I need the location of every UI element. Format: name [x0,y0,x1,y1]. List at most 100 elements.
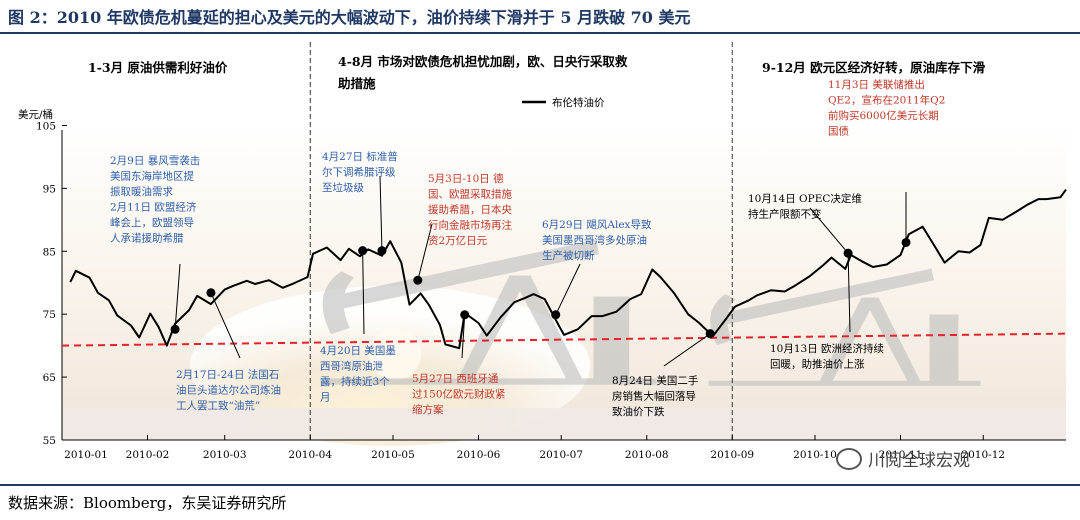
bg-pumpjack-1-base [320,378,657,385]
annotation-8-line-1: 8月24日 美国二手 [612,374,698,387]
legend-label: 布伦特油价 [552,96,605,109]
bg-sun [369,328,421,380]
annotation-pointer-8 [663,333,711,367]
annotation-pointers [174,175,907,367]
series-brent [69,189,1067,350]
event-marker-1 [170,324,180,334]
x-tick-label-2010-06: 2010-06 [457,449,501,461]
annotation-pointer-6 [461,314,466,359]
event-marker-7 [551,310,561,320]
annotation-9-line-1: 11月3日 美联储推出 [828,78,925,91]
bg-pumpjack-1-tower [457,275,583,381]
bg-pumpjack-1 [320,239,657,385]
annotation-1-line-5: 峰会上，欧盟领导 [110,216,194,229]
annotation-3-line-1: 4月27日 标准普 [322,150,398,163]
annotation-7-line-2: 美国墨西哥湾多处原油 [542,234,647,247]
annotation-1-line-1: 2月9日 暴风雪袭击 [110,155,200,167]
series-line-0 [69,189,1067,350]
bottom-rule [0,484,1080,486]
bg-pumpjack-1-counterweight [593,296,630,381]
phase-dividers [309,42,733,440]
annotation-pointer-7 [555,263,581,316]
event-marker-9 [843,248,853,258]
annotation-2-line-2: 油巨头道达尔公司炼油 [176,384,281,397]
annotation-6-line-3: 缩方案 [412,403,444,416]
annotation-5-line-4: 行向金融市场再注 [428,219,512,232]
annotation-1: 2月9日 暴风雪袭击美国东海岸地区提振取暖油需求 2月11日 欧盟经济峰会上，欧盟… [110,155,200,245]
x-tick-label-2010-03: 2010-03 [203,449,247,461]
x-tick-label-2010-02: 2010-02 [126,449,170,461]
event-marker-10 [901,237,911,247]
wechat-icon [836,448,862,470]
title-rule [0,32,1080,34]
annotation-3-line-2: 尔下调希腊评级 [322,166,396,179]
annotation-11: 10月13日 欧洲经济持续回暖，助推油价上涨 [770,342,885,371]
data-source: 数据来源：Bloomberg，东吴证券研究所 [8,494,287,512]
bg-pumpjack-1-beam [339,239,600,309]
annotation-2-line-1: 2月17日-24日 法国石 [176,368,279,381]
phase-label-2: 4-8月 市场对欧债危机担忧加剧，欧、日央行采取救 [338,54,628,69]
annotation-4-line-4: 月 [320,392,331,404]
watermark: 川阅全球宏观 [836,446,970,471]
annotation-7: 6月29日 飓风Alex导致美国墨西哥湾多处原油生产被切断 [542,218,652,262]
event-marker-4 [377,246,387,256]
annotation-8: 8月24日 美国二手房销售大幅回落导致油价下跌 [612,374,698,418]
annotation-6-line-1: 5月27日 西班牙通 [412,373,499,385]
event-marker-8 [705,329,715,339]
annotation-8-line-2: 房销售大幅回落导 [612,390,696,403]
event-marker-2 [206,288,216,298]
figure-title: 图 2：2010 年欧债危机蔓延的担心及美元的大幅波动下，油价持续下滑并于 5 … [8,8,691,27]
background-photo [62,124,1066,446]
annotation-10-line-2: 持生产限额不变 [748,208,822,221]
annotation-pointer-4 [362,250,365,335]
annotation-5-line-3: 援助希腊，日本央 [428,203,512,216]
y-tick-label-55: 55 [43,435,56,447]
annotation-pointer-1 [174,263,181,330]
annotation-9-line-3: 前购买6000亿美元长期 [828,109,939,122]
annotation-5-line-1: 5月3日-10日 德 [428,172,504,185]
x-tick-label-2010-04: 2010-04 [288,449,332,461]
y-tick-label-65: 65 [43,372,56,384]
annotation-1-line-3: 振取暖油需求 [110,185,173,198]
annotation-11-line-1: 10月13日 欧洲经济持续 [770,342,885,355]
x-tick-label-2010-08: 2010-08 [625,449,669,461]
x-tick-label-2010-12: 2010-12 [961,449,1005,461]
annotation-4-line-2: 西哥湾原油泄 [320,360,383,373]
annotation-pointer-3 [379,175,383,251]
phase-label-3: 助措施 [338,76,376,91]
annotation-1-line-2: 美国东海岸地区提 [110,170,194,183]
annotation-pointer-5 [417,223,433,281]
annotation-4-line-1: 4月20日 美国墨 [320,344,396,357]
bg-ground [62,408,1066,440]
annotation-5: 5月3日-10日 德国、欧盟采取措施援助希腊，日本央行向金融市场再注资2万亿日元 [428,172,512,247]
event-marker-6 [460,310,470,320]
annotation-1-line-6: 人承诺援助希腊 [110,232,184,245]
annotation-pointer-10 [809,207,849,254]
phase-label-4: 9-12月 欧元区经济好转，原油库存下滑 [762,60,986,75]
annotation-1-line-4: 2月11日 欧盟经济 [110,201,197,214]
annotation-2: 2月17日-24日 法国石油巨头道达尔公司炼油工人罢工致“油荒” [176,368,281,412]
annotation-3: 4月27日 标准普尔下调希腊评级至垃圾级 [322,150,398,194]
x-tick-label-2010-10: 2010-10 [793,449,837,461]
y-tick-label-95: 95 [43,183,56,195]
phase-label-1: 1-3月 原油供需利好油价 [88,60,228,75]
bg-pumpjack-1-head [322,271,355,335]
annotation-3-line-3: 至垃圾级 [322,181,364,194]
annotation-9-line-4: 国债 [828,125,849,138]
y-tick-label-85: 85 [43,246,56,258]
bg-pumpjack-2-counterweight [929,314,959,383]
annotation-pointer-2 [210,292,241,359]
bg-pumpjack-2-beam [723,268,935,325]
bg-pumpjack-2 [708,268,981,386]
y-tick-label-105: 105 [36,120,56,132]
event-marker-3 [358,246,368,256]
annotation-2-line-3: 工人罢工致“油荒” [176,399,260,412]
y-tick-label-75: 75 [43,309,56,321]
annotation-pointer-9 [847,253,851,333]
annotation-4-line-3: 露，持续近3个 [320,375,390,388]
annotations: 2月9日 暴风雪袭击美国东海岸地区提振取暖油需求 2月11日 欧盟经济峰会上，欧盟… [110,78,945,418]
bg-pumpjack-2-tower [819,297,921,383]
annotation-5-line-2: 国、欧盟采取措施 [428,188,512,201]
